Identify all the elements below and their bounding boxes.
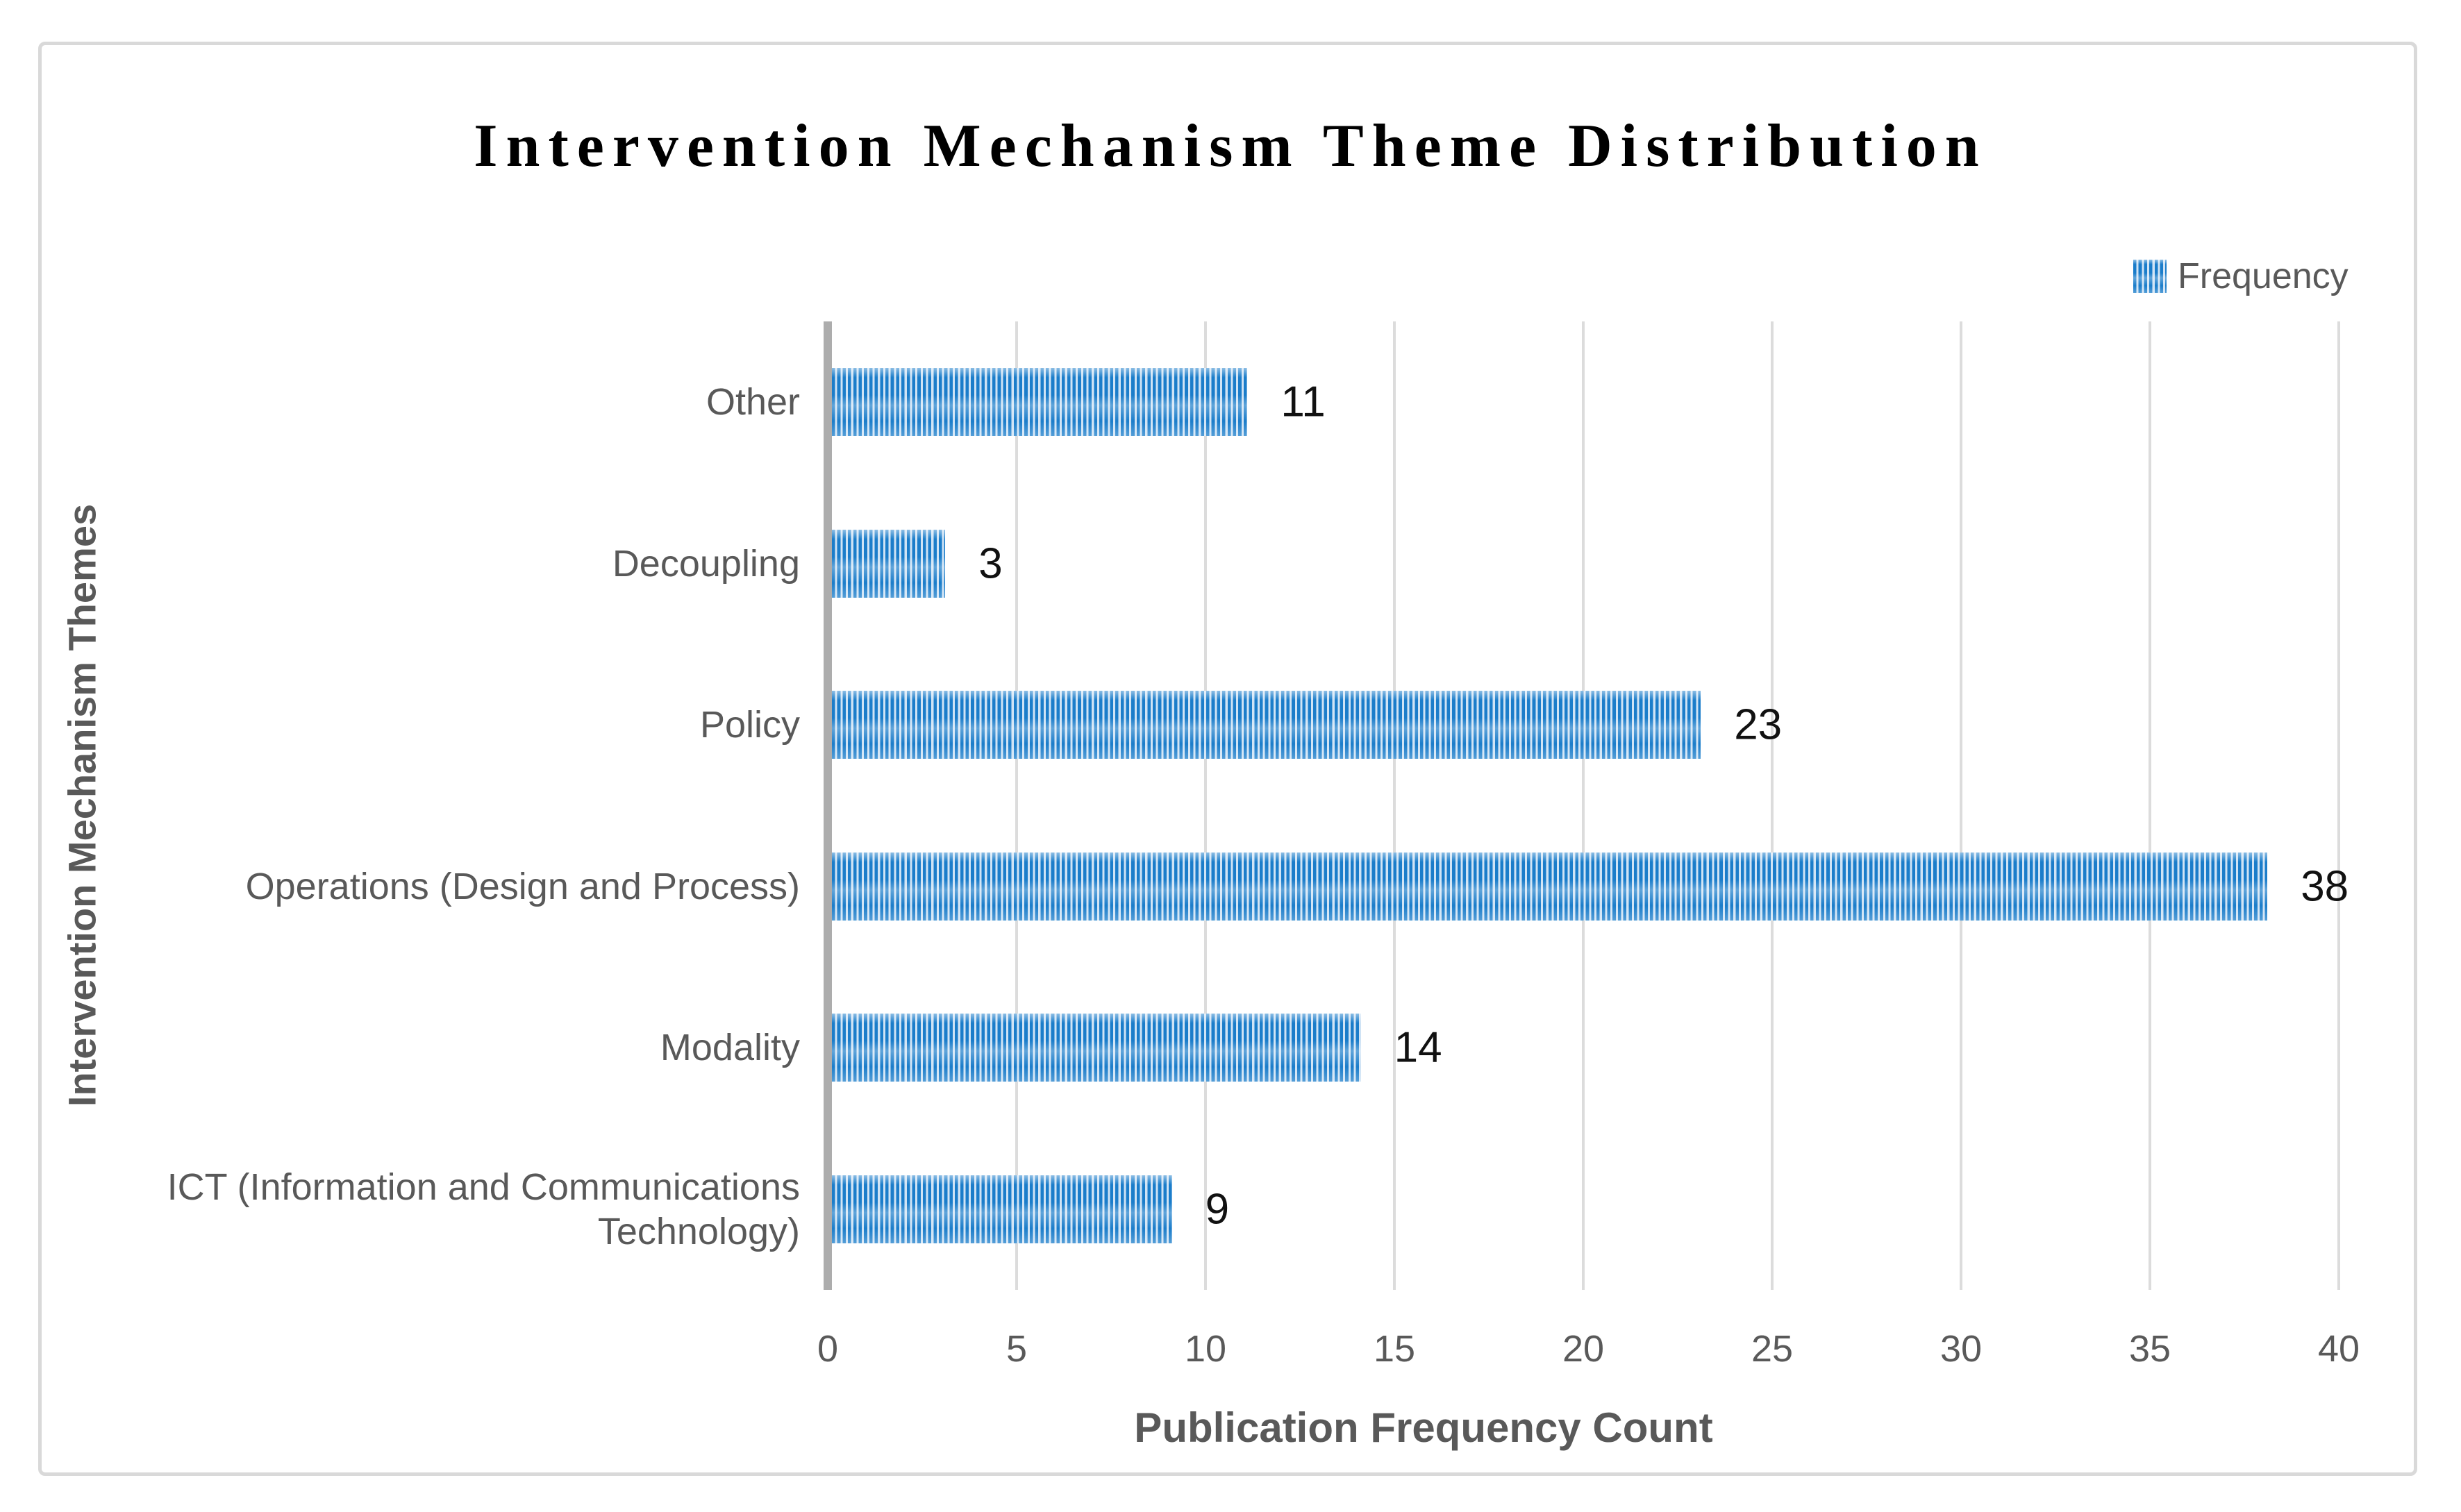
x-tick-label-20: 20 xyxy=(1562,1328,1605,1370)
category-label: Operations (Design and Process) xyxy=(245,865,800,907)
category-label: Decoupling xyxy=(612,542,800,585)
legend-label: Frequency xyxy=(2178,256,2349,296)
data-label: 9 xyxy=(1205,1185,1230,1234)
x-axis-title: Publication Frequency Count xyxy=(1134,1404,1713,1451)
x-tick-label-30: 30 xyxy=(1939,1328,1983,1370)
bar-frequency xyxy=(832,691,1701,759)
gridline-x-25 xyxy=(1771,321,1774,1290)
data-label: 3 xyxy=(978,539,1003,588)
data-label: 23 xyxy=(1734,700,1783,749)
x-tick-label-35: 35 xyxy=(2128,1328,2171,1370)
data-label: 11 xyxy=(1280,378,1326,426)
bar-frequency xyxy=(832,1175,1172,1243)
x-tick-label-40: 40 xyxy=(2317,1328,2360,1370)
gridline-x-5 xyxy=(1015,321,1018,1290)
data-label: 38 xyxy=(2301,862,2349,911)
y-axis-title: Intervention Mechanism Themes xyxy=(60,503,104,1107)
bar-frequency xyxy=(832,368,1248,437)
gridline-x-35 xyxy=(2149,321,2151,1290)
bar-frequency xyxy=(832,1014,1361,1082)
legend-pattern-swatch-icon xyxy=(2133,260,2167,293)
chart-title: Intervention Mechanism Theme Distributio… xyxy=(474,112,1987,180)
gridline-x-20 xyxy=(1582,321,1585,1290)
x-tick-label-5: 5 xyxy=(1006,1328,1028,1370)
category-label: ICT (Information and Communications Tech… xyxy=(167,1166,800,1252)
legend: Frequency xyxy=(2133,255,2349,297)
x-tick-label-10: 10 xyxy=(1184,1328,1227,1370)
gridline-x-30 xyxy=(1960,321,1962,1290)
category-label: Other xyxy=(706,381,800,423)
bar-frequency xyxy=(832,852,2268,921)
data-label: 14 xyxy=(1394,1023,1442,1072)
x-tick-label-25: 25 xyxy=(1751,1328,1794,1370)
bar-frequency xyxy=(832,529,946,598)
category-label: Policy xyxy=(699,704,800,746)
x-tick-label-15: 15 xyxy=(1373,1328,1416,1370)
x-tick-label-0: 0 xyxy=(817,1328,839,1370)
gridline-x-15 xyxy=(1393,321,1396,1290)
category-label: Modality xyxy=(660,1027,800,1069)
gridline-x-40 xyxy=(2337,321,2340,1290)
y-axis-line xyxy=(824,321,832,1290)
gridline-x-10 xyxy=(1204,321,1207,1290)
